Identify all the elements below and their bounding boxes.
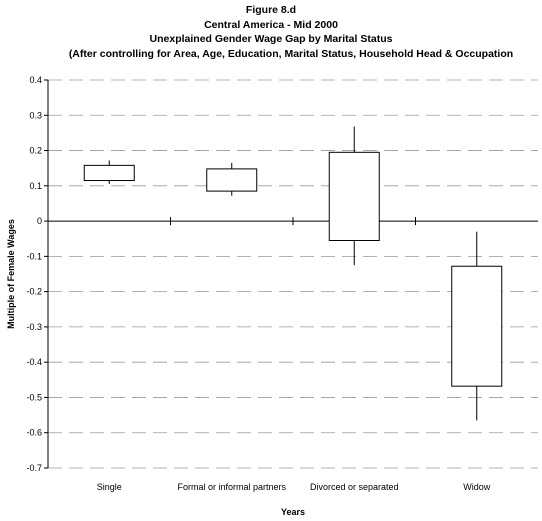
y-tick-label: -0.4 — [26, 357, 42, 367]
y-tick-label: 0.1 — [29, 181, 42, 191]
box — [206, 168, 258, 192]
y-tick-label: -0.3 — [26, 322, 42, 332]
chart-title-block: Figure 8.d Central America - Mid 2000 Un… — [0, 3, 542, 61]
y-tick-label: -0.7 — [26, 463, 42, 473]
x-axis-title: Years — [281, 507, 305, 517]
y-tick-label: 0 — [37, 216, 42, 226]
chart-title-region: Central America - Mid 2000 — [204, 18, 338, 31]
x-tick-label: Single — [97, 482, 122, 492]
y-axis-title: Multiple of Female Wages — [6, 219, 16, 329]
y-tick-label: -0.1 — [26, 251, 42, 261]
y-tick-label: 0.4 — [29, 75, 42, 85]
y-tick-label: -0.6 — [26, 428, 42, 438]
box — [328, 151, 380, 241]
chart-title-main: Unexplained Gender Wage Gap by Marital S… — [149, 33, 393, 45]
boxes — [83, 126, 503, 421]
chart-subtitle: (After controlling for Area, Age, Educat… — [68, 47, 514, 60]
x-tick-label: Widow — [463, 482, 491, 492]
x-axis-ticks: Single Formal or informal partners Divorce… — [97, 217, 491, 492]
x-tick-label: Formal or informal partners — [177, 482, 286, 492]
box — [83, 164, 135, 182]
y-axis-ticks: 0.4 0.3 0.2 0.1 0 -0.1 -0.2 -0.3 -0.4 -0.5 -0.6 -0.… — [26, 75, 48, 473]
box — [451, 265, 503, 387]
y-tick-label: 0.3 — [29, 110, 42, 120]
x-tick-label: Divorced or separated — [310, 482, 399, 492]
y-tick-label: -0.2 — [26, 287, 42, 297]
y-tick-label: 0.2 — [29, 146, 42, 156]
figure-number: Figure 8.d — [245, 4, 297, 16]
y-tick-label: -0.5 — [26, 392, 42, 402]
